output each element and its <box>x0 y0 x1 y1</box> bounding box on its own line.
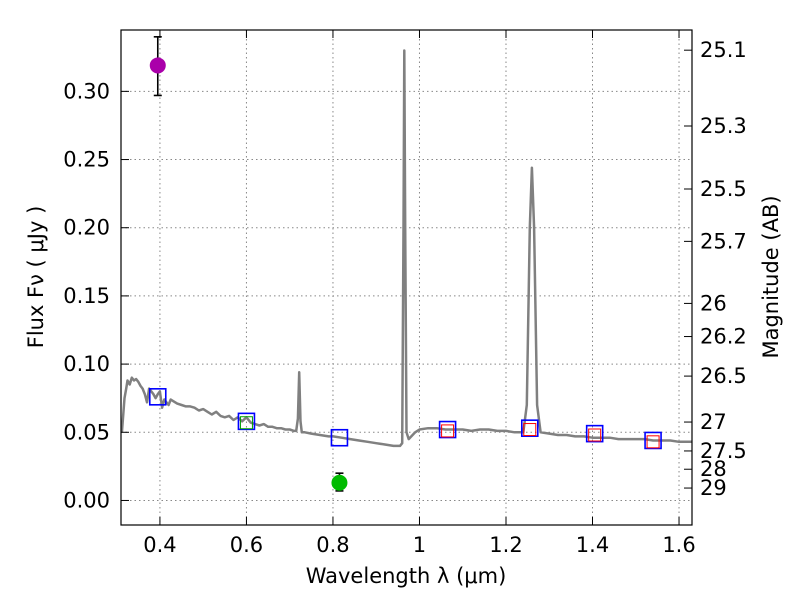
blue-squares-marker <box>330 428 349 447</box>
y-tick-label: 0.30 <box>63 79 110 103</box>
x-axis-title: Wavelength λ (μm) <box>306 564 507 588</box>
green-squares-marker <box>239 416 253 430</box>
right-axis-title: Magnitude (AB) <box>759 195 783 358</box>
grid <box>121 30 692 525</box>
right-tick-label: 25.3 <box>700 114 747 138</box>
ticks-layer: 0.4 0.6 0.8 1 1.2 1.4 1.6 0.00 0.05 0.10 0.15 0.20 0… <box>63 30 747 557</box>
y-tick-label: 0.25 <box>63 148 110 172</box>
y-tick-label: 0.00 <box>63 488 110 512</box>
blue-squares-marker <box>148 388 167 406</box>
blue-squares-marker <box>237 412 256 431</box>
x-tick-label: 1.2 <box>489 533 522 557</box>
x-tick-label: 0.8 <box>316 533 349 557</box>
markers-layer <box>148 36 662 492</box>
right-tick-label: 25.5 <box>700 177 747 201</box>
y-tick-label: 0.10 <box>63 352 110 376</box>
red-squares-marker <box>588 428 602 442</box>
y-tick-label: 0.15 <box>63 284 110 308</box>
x-tick-label: 1.4 <box>576 533 609 557</box>
blue-squares-marker <box>520 419 539 437</box>
right-tick-label: 27 <box>700 410 727 434</box>
blue-squares-marker <box>438 420 457 439</box>
right-tick-label: 26.2 <box>700 325 747 349</box>
right-tick-label: 26 <box>700 291 727 315</box>
y-tick-label: 0.20 <box>63 216 110 240</box>
right-tick-label: 26.5 <box>700 364 747 388</box>
red-squares-marker <box>441 424 455 438</box>
blue-squares-marker <box>644 431 662 450</box>
x-tick-label: 1.6 <box>662 533 695 557</box>
y-tick-label: 0.05 <box>63 420 110 444</box>
x-tick-label: 1 <box>413 533 426 557</box>
x-tick-label: 0.6 <box>230 533 263 557</box>
right-tick-label: 28 <box>700 457 727 481</box>
y-axis-title: Flux Fν ( μJy ) <box>24 206 48 349</box>
red-squares-marker <box>523 423 537 437</box>
plot-frame <box>120 29 693 526</box>
right-tick-label: 27.5 <box>700 439 747 463</box>
right-tick-label: 25.1 <box>700 38 747 62</box>
right-tick-label: 29 <box>700 476 727 500</box>
purple-point-marker <box>149 57 166 74</box>
green-point-marker <box>331 474 348 491</box>
right-tick-label: 25.7 <box>700 229 747 253</box>
x-tick-label: 0.4 <box>143 533 176 557</box>
red-squares-marker <box>646 435 660 449</box>
blue-squares-marker <box>585 424 604 443</box>
